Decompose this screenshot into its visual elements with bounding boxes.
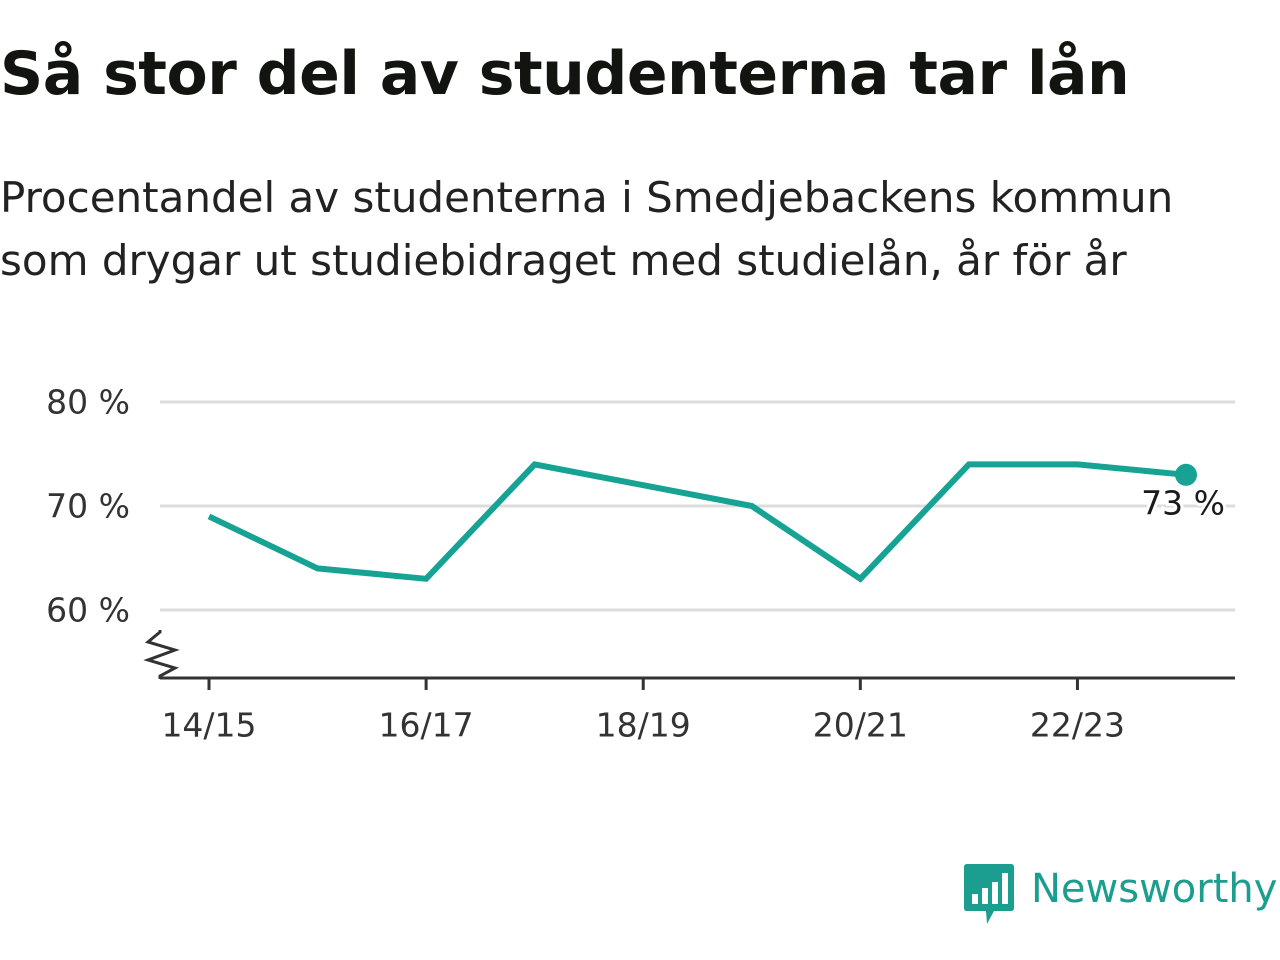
x-tick-label: 22/23 xyxy=(1030,706,1125,745)
data-point xyxy=(315,565,321,571)
x-tick-label: 18/19 xyxy=(596,706,691,745)
brand-name: Newsworthy xyxy=(1031,866,1278,912)
data-point xyxy=(1074,461,1080,467)
series-group xyxy=(206,461,1197,583)
last-data-point xyxy=(1175,463,1197,486)
data-point xyxy=(532,461,538,467)
y-tick-label: 60 % xyxy=(46,591,130,630)
data-point xyxy=(857,576,863,582)
data-point xyxy=(966,461,972,467)
chart-title: Så stor del av studenterna tar lån xyxy=(0,39,1130,109)
chart-subtitle: Procentandel av studenterna i Smedjeback… xyxy=(0,173,1174,285)
newsworthy-logo: Newsworthy xyxy=(963,862,1277,928)
data-point xyxy=(749,503,755,509)
gridlines: 60 % 70 % 80 % xyxy=(46,383,1235,630)
axis-break-symbol xyxy=(143,630,180,679)
x-tick-label: 14/15 xyxy=(161,706,256,745)
x-tick-label: 16/17 xyxy=(379,706,474,745)
data-labels: 73 % xyxy=(1138,480,1228,525)
chat-bar-chart-icon xyxy=(964,864,1014,924)
axes: 14/15 16/17 18/19 20/21 22/23 xyxy=(143,630,1235,745)
series-line xyxy=(207,461,1187,583)
data-point xyxy=(206,513,212,519)
x-tick-label: 20/21 xyxy=(813,706,908,745)
data-point xyxy=(640,482,646,488)
line-chart: 60 % 70 % 80 % 14/15 16/17 18/19 20/21 22/23 7… xyxy=(46,383,1235,745)
y-tick-label: 80 % xyxy=(46,383,130,422)
y-tick-label: 70 % xyxy=(46,487,130,526)
end-value-label: 73 % xyxy=(1141,483,1225,522)
data-point xyxy=(423,576,429,582)
